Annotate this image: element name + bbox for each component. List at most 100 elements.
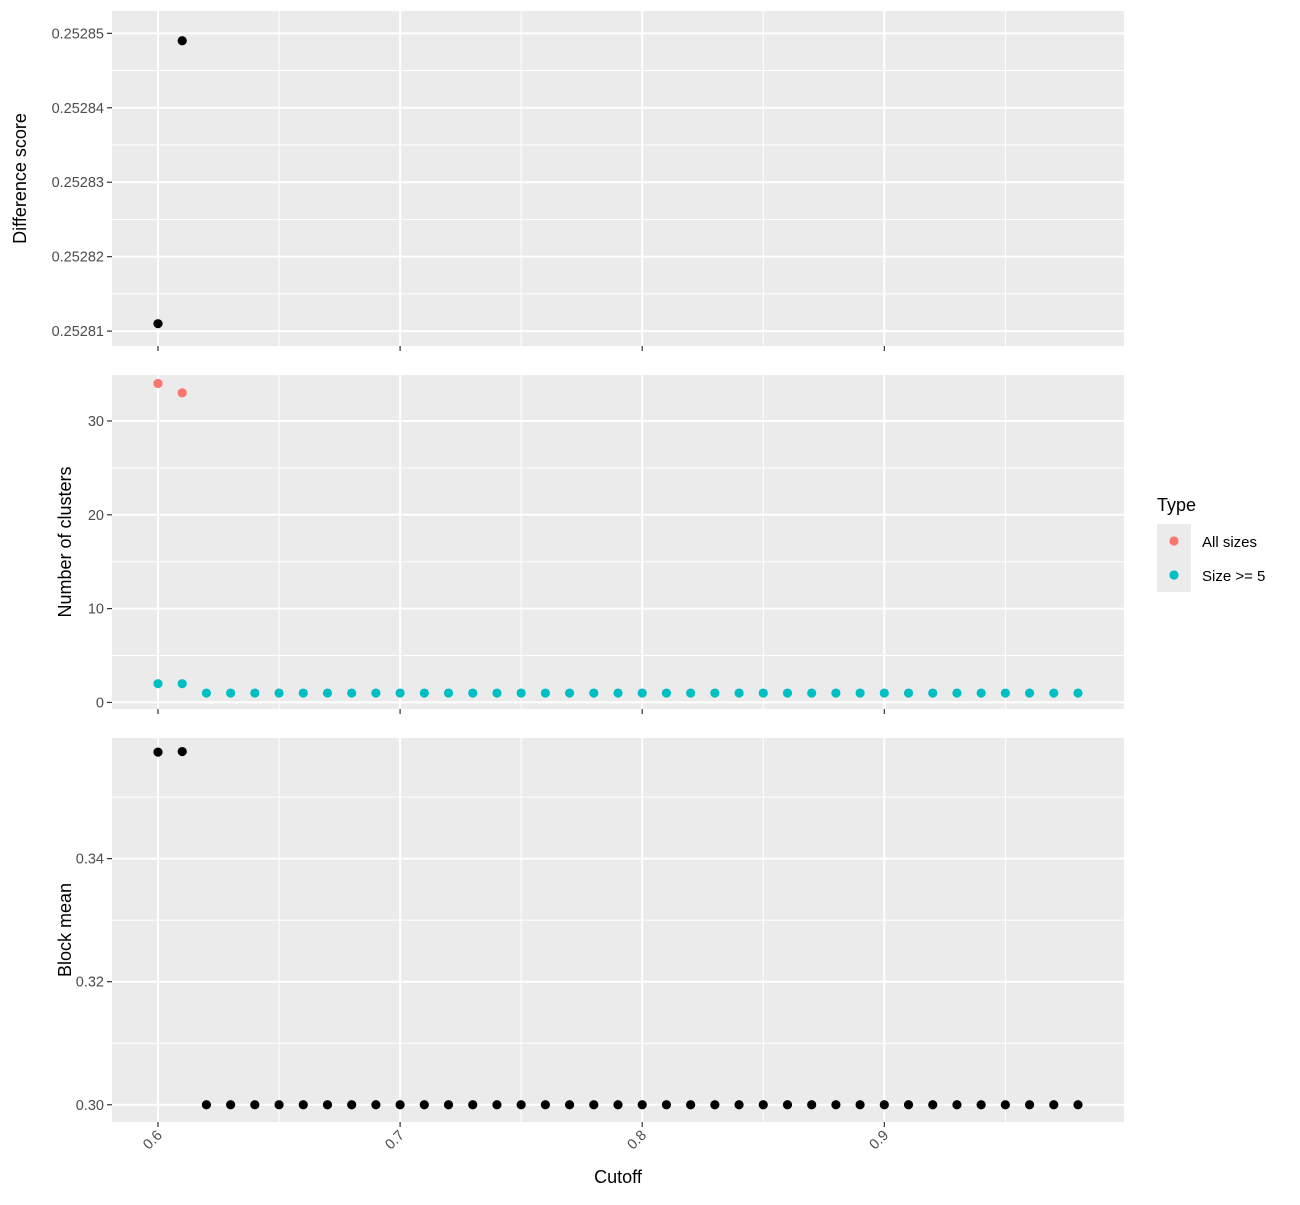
data-point [952,1100,962,1110]
data-point [903,688,914,698]
legend-label: All sizes [1202,534,1257,551]
data-point [661,1100,672,1110]
data-point [371,688,381,698]
x-tick-label: 0.8 [624,1128,650,1154]
data-point [177,746,187,757]
data-point [855,688,865,698]
data-point [758,1100,768,1110]
data-point [564,688,575,698]
data-point [807,688,817,698]
data-point [153,319,163,329]
data-point [250,1100,260,1110]
y-axis-label: Difference score [10,113,30,244]
data-point [395,1100,405,1110]
y-tick-label: 30 [88,414,104,430]
data-point [347,688,357,698]
x-axis-label: Cutoff [594,1167,643,1187]
data-point [1000,688,1010,698]
y-tick-label: 0.25283 [52,175,104,191]
data-point [710,1100,720,1110]
data-point [516,688,526,698]
legend: Type All sizes Size >= 5 [1157,495,1265,592]
data-point [298,1100,308,1110]
data-point [686,688,696,698]
data-point [177,36,187,46]
data-point [903,1100,914,1110]
panel-1: 0.25281 0.25282 0.25283 0.25284 0.25285 Diffe… [10,11,1124,351]
data-point [322,1100,333,1110]
data-point [1000,1100,1010,1110]
y-tick-label: 0.30 [76,1098,104,1114]
data-point [492,1100,502,1110]
y-tick-label: 0.34 [76,852,104,868]
data-point [274,1100,284,1110]
data-point [250,688,260,698]
data-point [177,388,187,398]
x-tick-label: 0.9 [867,1128,893,1154]
data-point [976,1100,986,1110]
data-point [540,1100,550,1110]
y-tick-label: 0.25284 [52,101,104,117]
data-point [395,688,405,698]
data-point [274,688,284,698]
x-tick-label: 0.7 [382,1128,408,1154]
legend-marker [1169,536,1179,546]
data-point [928,688,938,698]
y-axis-label: Number of clusters [55,466,75,617]
data-point [831,1100,841,1110]
y-tick-label: 0 [96,695,104,711]
data-point [782,688,793,698]
data-point [855,1100,865,1110]
data-point [153,747,163,757]
data-point [371,1100,381,1110]
data-point [177,679,187,689]
data-point [540,688,550,698]
data-point [710,688,720,698]
data-point [758,688,768,698]
panel-background [112,375,1124,709]
data-point [734,688,744,698]
y-tick-label: 10 [88,602,104,618]
data-point [661,688,672,698]
data-point [226,1100,236,1110]
panel-2: 0 10 20 30 Number of clusters [55,375,1124,714]
data-point [831,688,841,698]
y-tick-label: 0.32 [76,975,104,991]
data-point [201,688,212,698]
y-tick-label: 0.25285 [52,26,104,42]
data-point [443,688,454,698]
data-point [347,1100,357,1110]
data-point [153,679,163,689]
y-axis-label: Block mean [55,883,75,977]
data-point [419,1100,429,1110]
data-point [1049,1100,1059,1110]
data-point [492,688,502,698]
data-point [976,688,986,698]
data-point [298,688,308,698]
data-point [153,378,163,389]
data-point [322,688,333,698]
data-point [1049,688,1059,698]
data-point [468,688,478,698]
data-point [443,1100,454,1110]
data-point [226,688,236,698]
panel-background [112,738,1124,1122]
data-point [782,1100,793,1110]
data-point [686,1100,696,1110]
panel-background [112,11,1124,346]
data-point [468,1100,478,1110]
data-point [807,1100,817,1110]
data-point [879,688,889,698]
data-point [637,1100,647,1110]
y-tick-label: 0.25282 [52,250,104,266]
data-point [1073,688,1083,698]
data-point [419,688,429,698]
data-point [613,688,623,698]
data-point [1073,1100,1083,1110]
legend-label: Size >= 5 [1202,568,1265,585]
y-tick-label: 20 [88,508,104,524]
data-point [1024,1100,1035,1110]
data-point [516,1100,526,1110]
